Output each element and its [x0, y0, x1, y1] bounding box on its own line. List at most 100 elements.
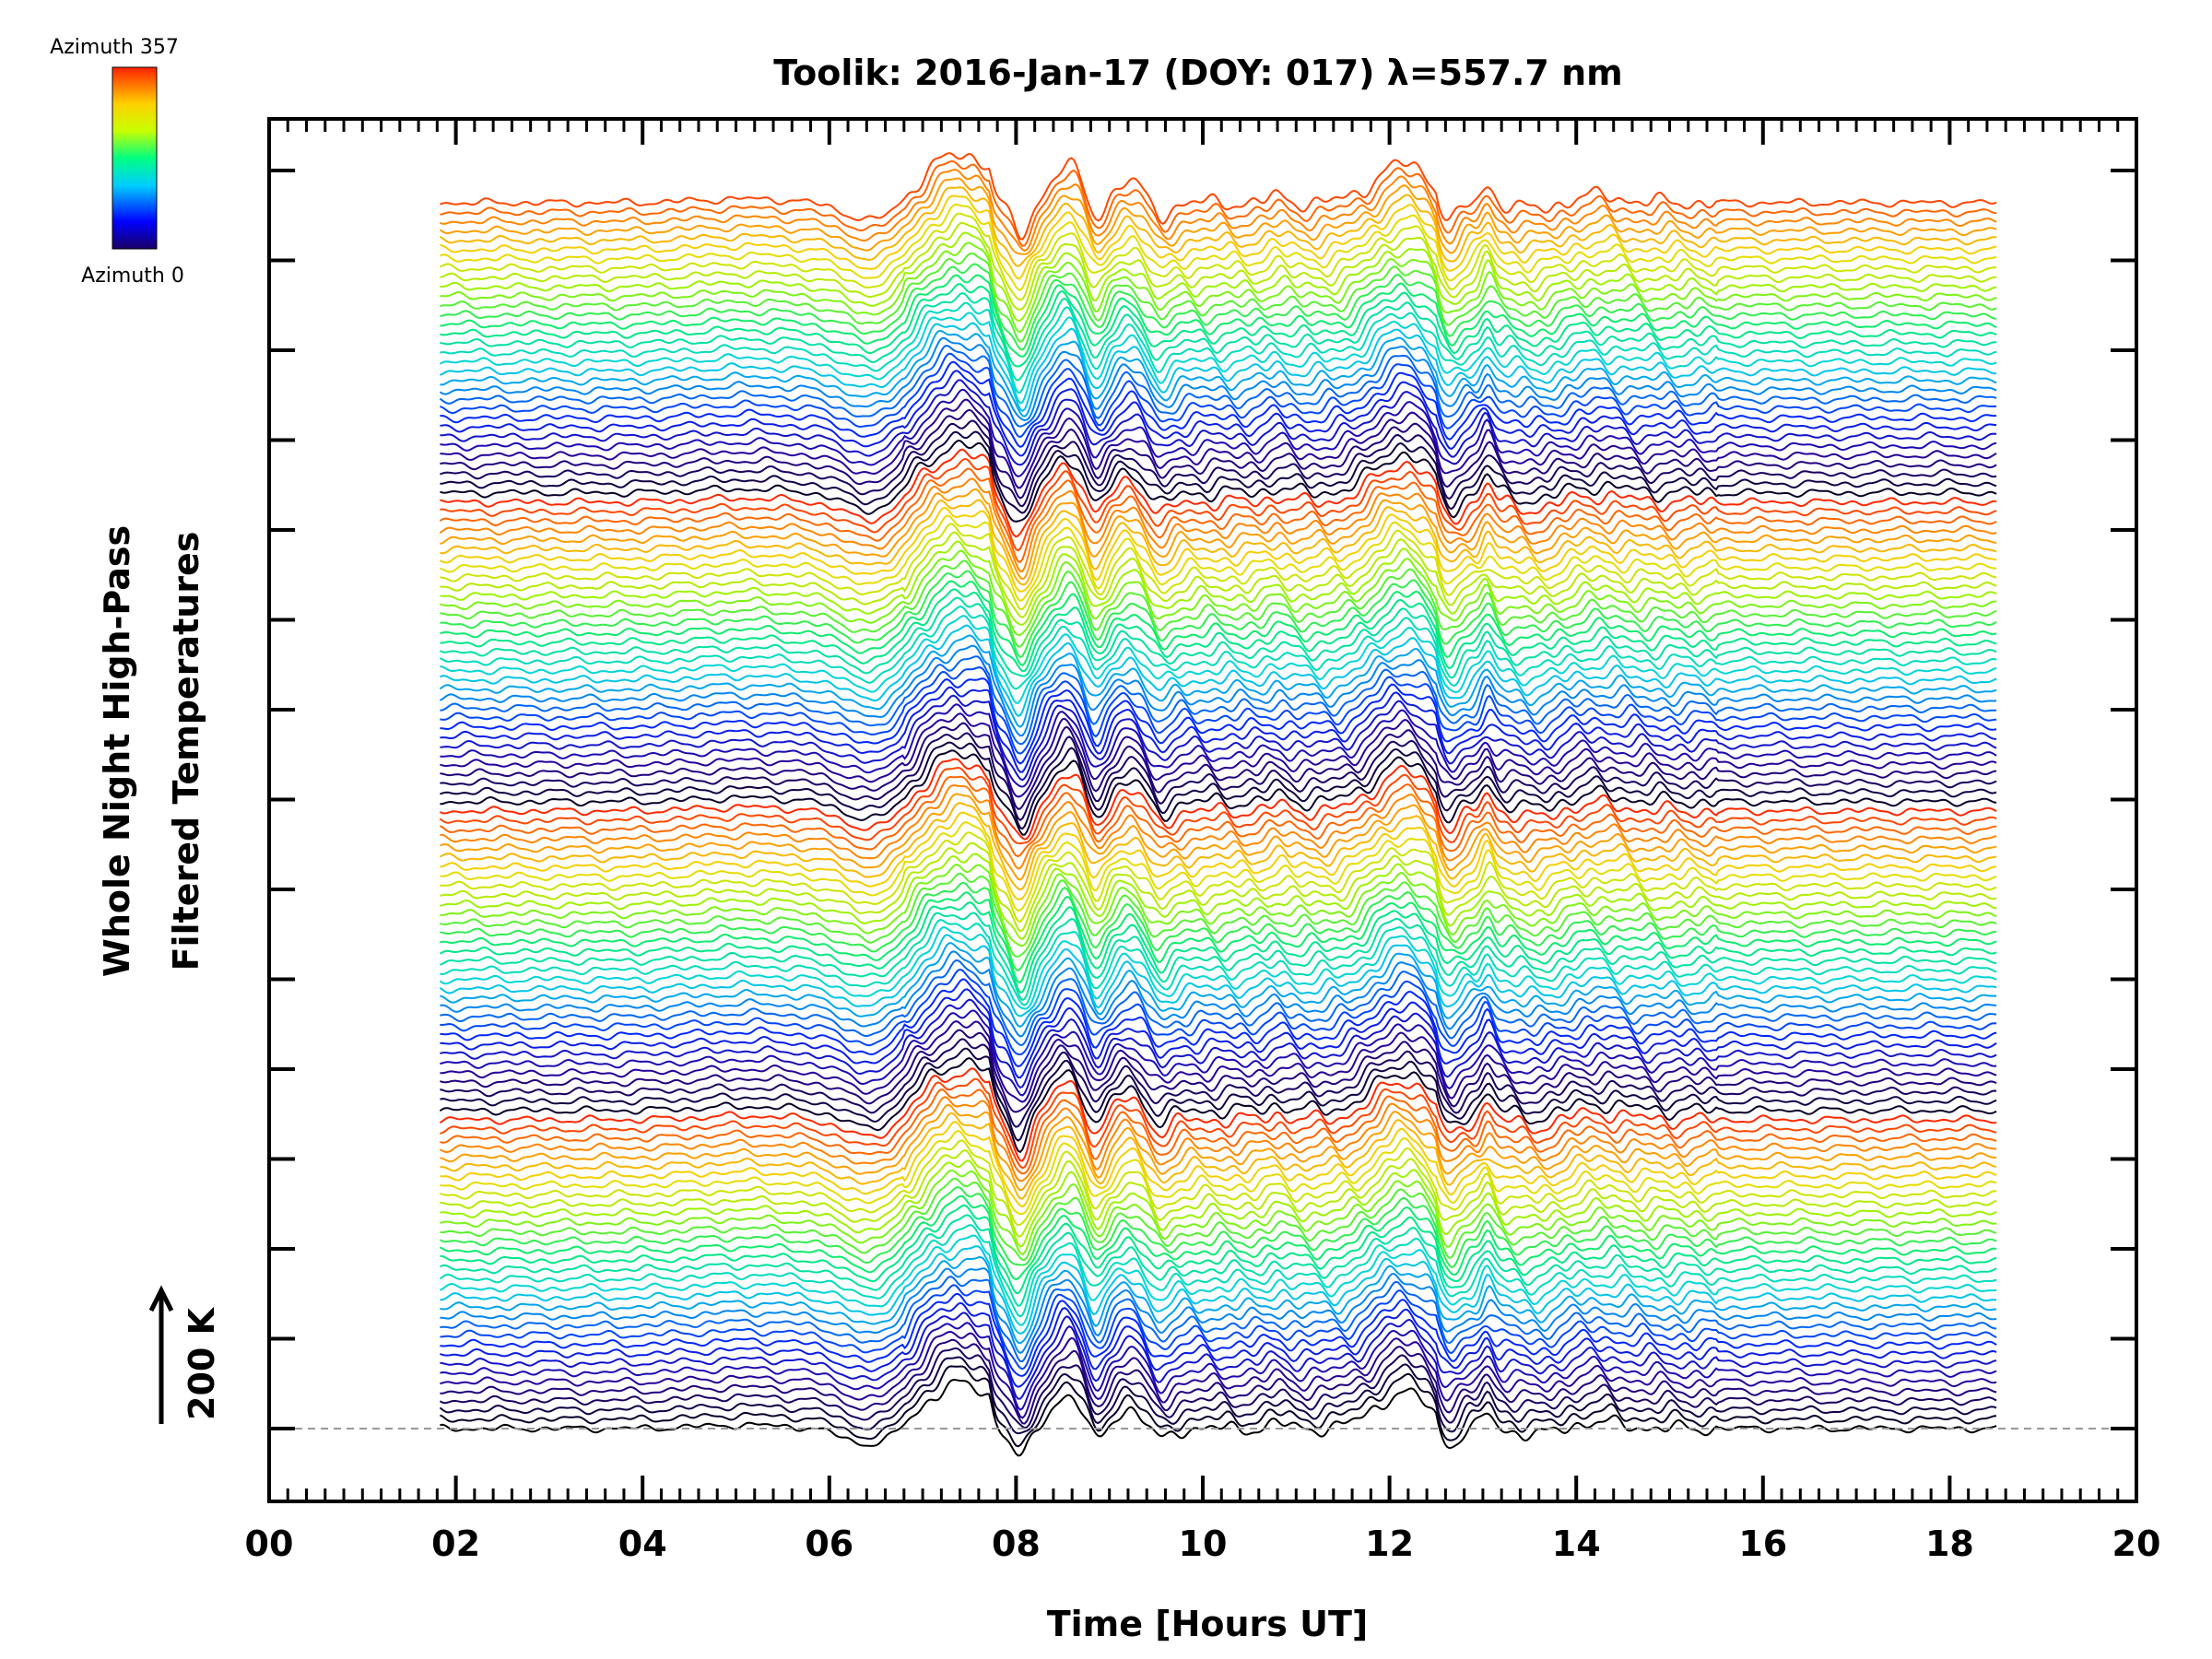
temperature-trace — [440, 912, 1997, 1002]
temperature-trace — [440, 1284, 1997, 1371]
x-tick-label: 18 — [1925, 1524, 1974, 1564]
temperature-trace — [440, 448, 1997, 538]
temperature-trace — [440, 388, 1997, 477]
temperature-trace — [440, 655, 1997, 746]
temperature-trace — [439, 1347, 1997, 1430]
temperature-trace — [439, 926, 1997, 1010]
temperature-trace — [439, 1365, 1997, 1448]
x-tick-label: 14 — [1552, 1524, 1601, 1564]
temperature-trace — [440, 570, 1997, 659]
temperature-trace — [439, 1185, 1997, 1269]
y-axis-label-line2: Filtered Temperatures — [166, 532, 206, 971]
temperature-trace — [439, 467, 1997, 564]
x-tick-label: 20 — [2112, 1524, 2161, 1564]
temperature-trace — [439, 606, 1997, 690]
temperature-trace — [440, 1255, 1997, 1345]
temperature-trace — [439, 1194, 1997, 1281]
temperature-trace — [440, 1267, 1997, 1355]
temperature-trace — [440, 1159, 1997, 1248]
trace-layer — [439, 152, 1997, 1457]
temperature-trace — [440, 1149, 1997, 1238]
x-tick-label: 00 — [245, 1524, 294, 1564]
temperature-trace — [440, 1121, 1997, 1208]
temperature-trace — [440, 1139, 1997, 1227]
temperature-trace — [440, 301, 1997, 394]
axis-ticks — [267, 119, 2138, 1501]
temperature-trace — [440, 998, 1997, 1089]
temperature-trace — [440, 881, 1997, 972]
temperature-trace — [440, 159, 1997, 247]
temperature-trace — [440, 968, 1997, 1056]
x-tick-label: 10 — [1179, 1524, 1228, 1564]
temperature-trace — [439, 186, 1997, 267]
temperature-trace — [439, 766, 1997, 845]
temperature-trace — [440, 221, 1997, 311]
temperature-trace — [440, 1112, 1997, 1200]
temperature-trace — [440, 283, 1997, 368]
y-axis-label-line1: Whole Night High-Pass — [97, 525, 137, 977]
temperature-trace — [440, 694, 1997, 782]
temperature-trace — [440, 457, 1997, 552]
temperature-trace — [440, 1103, 1997, 1192]
x-tick-label: 04 — [618, 1524, 667, 1564]
temperature-trace — [440, 1245, 1997, 1335]
temperature-trace — [439, 634, 1997, 728]
temperature-trace — [439, 212, 1997, 301]
temperature-trace — [440, 1292, 1997, 1377]
temperature-trace — [440, 1312, 1997, 1400]
temperature-trace — [440, 783, 1997, 870]
temperature-trace — [440, 722, 1997, 810]
scale-label: 200 K — [182, 1306, 222, 1420]
temperature-trace — [440, 959, 1997, 1046]
temperature-trace — [440, 703, 1997, 788]
temperature-trace — [440, 152, 1997, 241]
temperature-trace — [440, 615, 1997, 704]
temperature-trace — [440, 741, 1997, 830]
scale-arrow-icon — [148, 1285, 174, 1424]
temperature-trace — [440, 379, 1997, 466]
temperature-trace — [440, 169, 1997, 253]
x-tick-label: 12 — [1365, 1524, 1414, 1564]
temperature-trace — [440, 1038, 1997, 1128]
colorbar-bottom-label: Azimuth 0 — [81, 265, 184, 288]
temperature-trace — [440, 811, 1997, 900]
azimuth-colorbar — [112, 66, 158, 250]
temperature-trace — [440, 194, 1997, 280]
temperature-trace — [439, 336, 1997, 422]
temperature-trace — [439, 506, 1997, 593]
temperature-trace — [440, 430, 1997, 514]
temperature-trace — [439, 1067, 1997, 1162]
temperature-trace — [440, 841, 1997, 933]
temperature-trace — [440, 891, 1997, 983]
temperature-trace — [440, 978, 1997, 1068]
temperature-trace — [440, 352, 1997, 439]
temperature-trace — [440, 686, 1997, 773]
temperature-trace — [439, 177, 1997, 255]
x-tick-label: 02 — [431, 1524, 480, 1564]
temperature-trace — [440, 1177, 1997, 1261]
temperature-trace — [440, 1338, 1997, 1425]
temperature-trace — [440, 988, 1997, 1079]
temperature-trace — [440, 263, 1997, 351]
temperature-trace — [439, 477, 1997, 573]
temperature-trace — [440, 821, 1997, 912]
temperature-trace — [440, 942, 1997, 1029]
temperature-trace — [439, 1234, 1997, 1326]
temperature-trace — [439, 802, 1997, 891]
temperature-trace — [439, 312, 1997, 405]
temperature-trace — [440, 1088, 1997, 1175]
temperature-trace — [440, 559, 1997, 648]
temperature-trace — [440, 360, 1997, 449]
temperature-trace — [440, 203, 1997, 291]
temperature-trace — [440, 523, 1997, 610]
temperature-trace — [440, 712, 1997, 798]
temperature-trace — [440, 1129, 1997, 1216]
temperature-trace — [440, 793, 1997, 881]
temperature-trace — [439, 1214, 1997, 1307]
temperature-trace — [440, 732, 1997, 822]
x-tick-label: 08 — [992, 1524, 1041, 1564]
x-tick-labels: 00 02 04 06 08 10 12 14 16 18 20 — [245, 1524, 2161, 1564]
temperature-trace — [440, 252, 1997, 343]
temperature-trace — [439, 344, 1997, 428]
